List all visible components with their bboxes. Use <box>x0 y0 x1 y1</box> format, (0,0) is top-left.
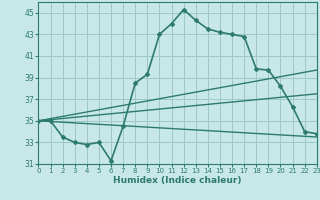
X-axis label: Humidex (Indice chaleur): Humidex (Indice chaleur) <box>113 176 242 185</box>
